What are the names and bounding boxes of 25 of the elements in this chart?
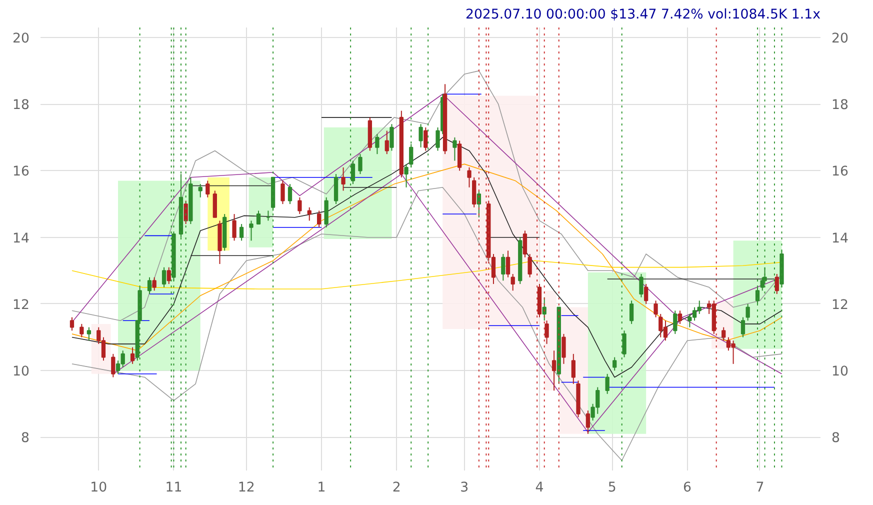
- x-tick-label: 12: [238, 480, 255, 496]
- x-tick-label: 4: [535, 480, 544, 496]
- y2-tick-label: 14: [832, 231, 848, 246]
- y-tick-label: 10: [12, 364, 30, 380]
- y-tick-label: 8: [21, 431, 30, 446]
- y-tick-label: 18: [12, 98, 30, 114]
- chart-title: 2025.07.10 00:00:00 $13.47 7.42% vol:1084.5K 1.1x: [465, 8, 821, 22]
- x-tick-label: 6: [683, 480, 692, 496]
- y2-tick-label: 18: [832, 98, 848, 114]
- y2-tick-label: 16: [832, 164, 848, 180]
- x-tick-label: 1: [317, 480, 326, 496]
- y2-tick-label: 12: [832, 298, 848, 313]
- y2-tick-label: 20: [832, 31, 848, 46]
- y2-tick-label: 8: [832, 431, 840, 446]
- x-tick-label: 2: [392, 480, 401, 496]
- x-tick-label: 5: [608, 480, 616, 496]
- y-tick-label: 14: [12, 231, 30, 246]
- x-tick-label: 10: [90, 480, 108, 496]
- x-tick-label: 11: [165, 480, 182, 496]
- x-tick-label: 7: [756, 480, 764, 496]
- y2-tick-label: 10: [832, 364, 848, 380]
- y-tick-label: 12: [12, 298, 30, 313]
- x-tick-label: 3: [460, 480, 469, 496]
- y-tick-label: 16: [12, 164, 30, 180]
- y-tick-label: 20: [12, 31, 30, 46]
